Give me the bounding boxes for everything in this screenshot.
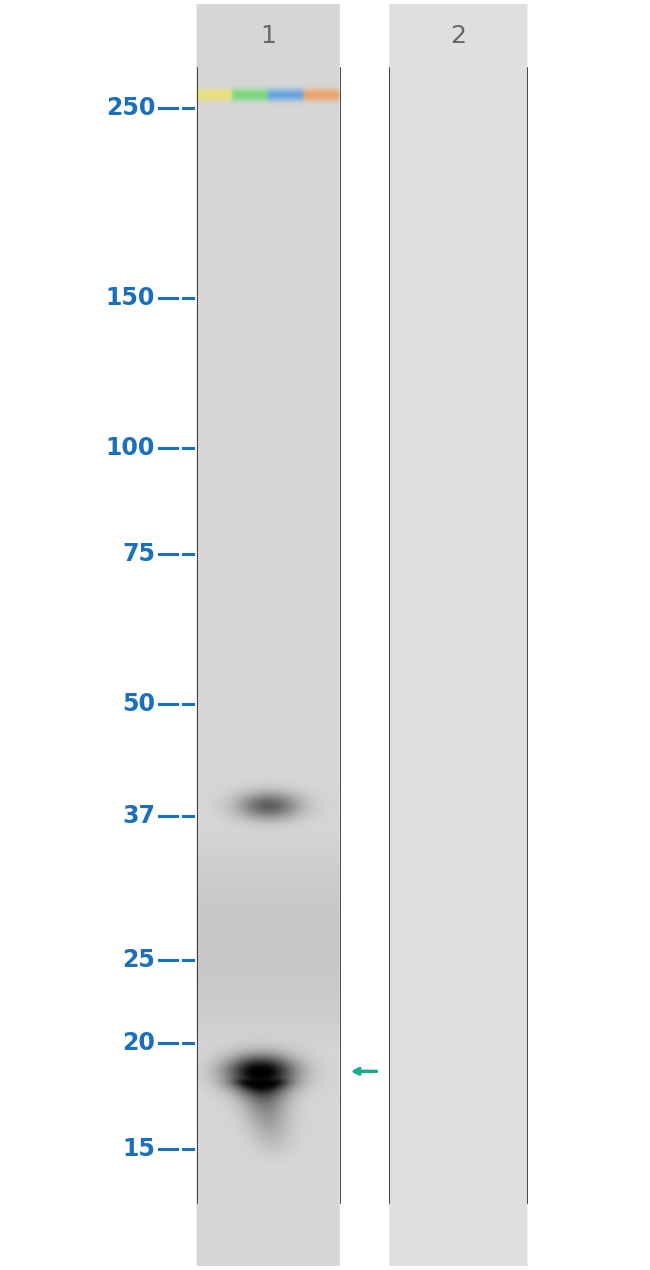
Text: 1: 1 <box>260 24 276 48</box>
Text: 250: 250 <box>106 97 155 121</box>
Text: 100: 100 <box>106 436 155 460</box>
Text: 15: 15 <box>122 1137 155 1161</box>
Text: 75: 75 <box>122 542 155 566</box>
Text: 50: 50 <box>122 692 155 716</box>
Text: 150: 150 <box>106 286 155 310</box>
Text: 2: 2 <box>450 24 466 48</box>
Text: 37: 37 <box>122 804 155 828</box>
Text: 25: 25 <box>122 947 155 972</box>
Text: 20: 20 <box>122 1031 155 1055</box>
